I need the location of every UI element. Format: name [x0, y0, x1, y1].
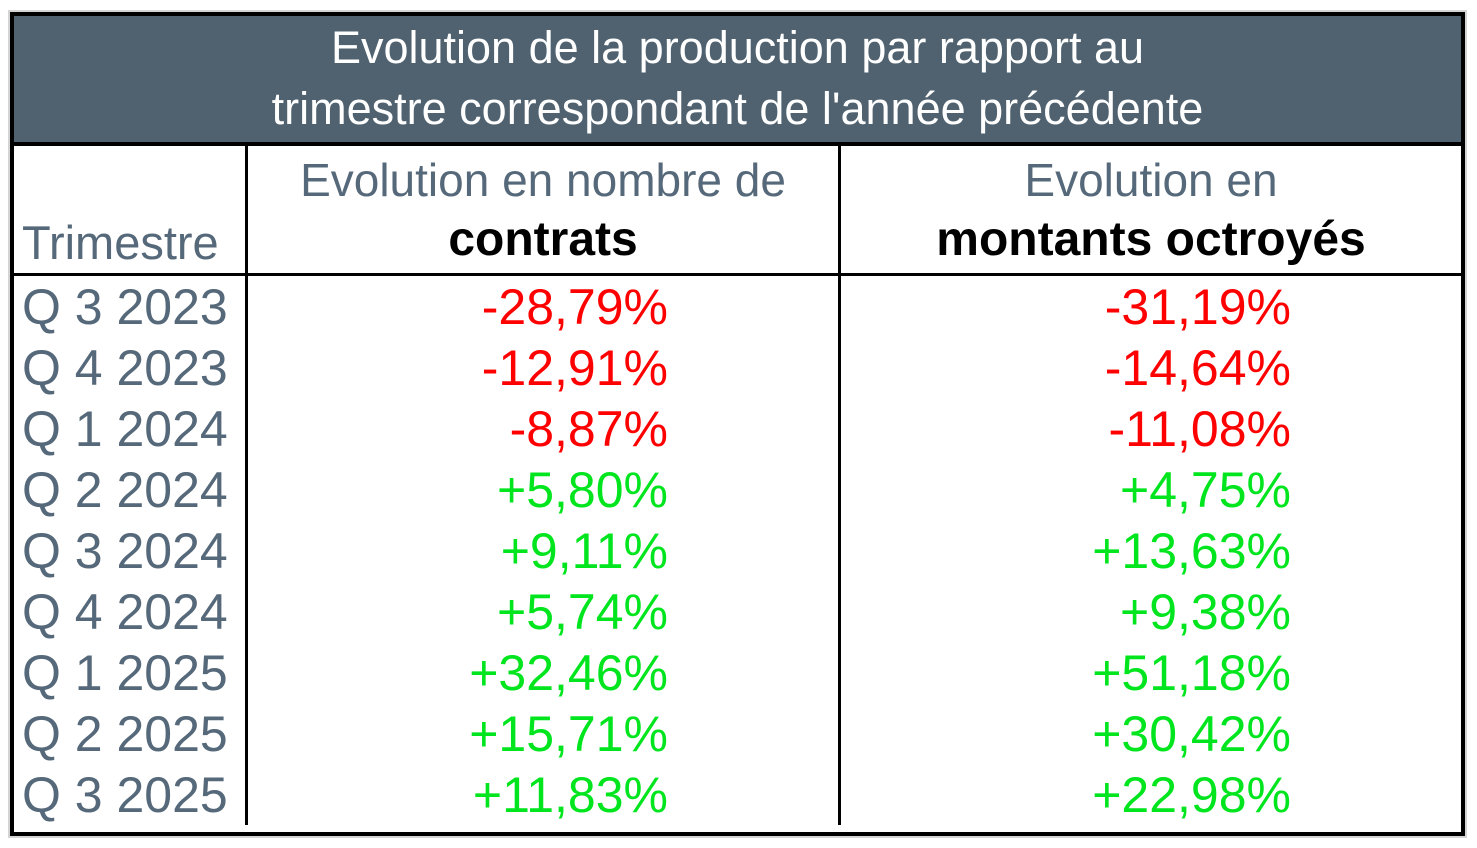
trimestre-cell: Q 3 2025 — [14, 764, 248, 825]
table-row: Q 1 2024 -8,87% -11,08% — [14, 398, 1461, 459]
header-amounts-line2: montants octroyés — [936, 212, 1366, 266]
amounts-value: +4,75% — [1120, 461, 1291, 518]
table-row: Q 3 2025 +11,83% +22,98% — [14, 764, 1461, 825]
contracts-value: +11,83% — [248, 764, 841, 825]
contracts-value: -8,87% — [248, 398, 841, 459]
table-title-line2: trimestre correspondant de l'année précé… — [271, 83, 1204, 134]
contracts-value: +15,71% — [248, 703, 841, 764]
header-contracts-line2: contrats — [448, 212, 638, 266]
amounts-value: -14,64% — [1104, 339, 1291, 396]
table-row: Q 1 2025 +32,46% +51,18% — [14, 642, 1461, 703]
amounts-value: -31,19% — [1104, 278, 1291, 335]
contracts-value: -12,91% — [248, 337, 841, 398]
table-row: Q 4 2024 +5,74% +9,38% — [14, 581, 1461, 642]
header-row: Trimestre Evolution en nombre de contrat… — [14, 146, 1461, 276]
amounts-value: +30,42% — [1092, 705, 1291, 762]
table-row: Q 4 2023 -12,91% -14,64% — [14, 337, 1461, 398]
trimestre-cell: Q 1 2025 — [14, 642, 248, 703]
trimestre-cell: Q 2 2024 — [14, 459, 248, 520]
trimestre-cell: Q 2 2025 — [14, 703, 248, 764]
header-trimestre: Trimestre — [14, 146, 248, 273]
trimestre-cell: Q 4 2024 — [14, 581, 248, 642]
amounts-value: +22,98% — [1092, 766, 1291, 823]
trimestre-cell: Q 1 2024 — [14, 398, 248, 459]
table-title: Evolution de la production par rapport a… — [14, 16, 1461, 146]
table-row: Q 2 2024 +5,80% +4,75% — [14, 459, 1461, 520]
header-amounts: Evolution en montants octroyés — [841, 146, 1461, 273]
trimestre-cell: Q 3 2024 — [14, 520, 248, 581]
table-row: Q 3 2023 -28,79% -31,19% — [14, 276, 1461, 337]
contracts-value: -28,79% — [248, 276, 841, 337]
production-evolution-table: Evolution de la production par rapport a… — [8, 10, 1467, 838]
header-contracts-line1: Evolution en nombre de — [300, 154, 786, 206]
table-row: Q 3 2024 +9,11% +13,63% — [14, 520, 1461, 581]
table-body: Q 3 2023 -28,79% -31,19% Q 4 2023 -12,91… — [14, 276, 1461, 825]
amounts-value: -11,08% — [1108, 400, 1291, 457]
contracts-value: +32,46% — [248, 642, 841, 703]
contracts-value: +5,74% — [248, 581, 841, 642]
contracts-value: +9,11% — [248, 520, 841, 581]
header-contracts: Evolution en nombre de contrats — [248, 146, 841, 273]
amounts-value: +13,63% — [1092, 522, 1291, 579]
table-row: Q 2 2025 +15,71% +30,42% — [14, 703, 1461, 764]
contracts-value: +5,80% — [248, 459, 841, 520]
header-amounts-line1: Evolution en — [1024, 154, 1278, 206]
amounts-value: +9,38% — [1120, 583, 1291, 640]
trimestre-cell: Q 3 2023 — [14, 276, 248, 337]
amounts-value: +51,18% — [1092, 644, 1291, 701]
table-title-line1: Evolution de la production par rapport a… — [330, 22, 1145, 73]
trimestre-cell: Q 4 2023 — [14, 337, 248, 398]
